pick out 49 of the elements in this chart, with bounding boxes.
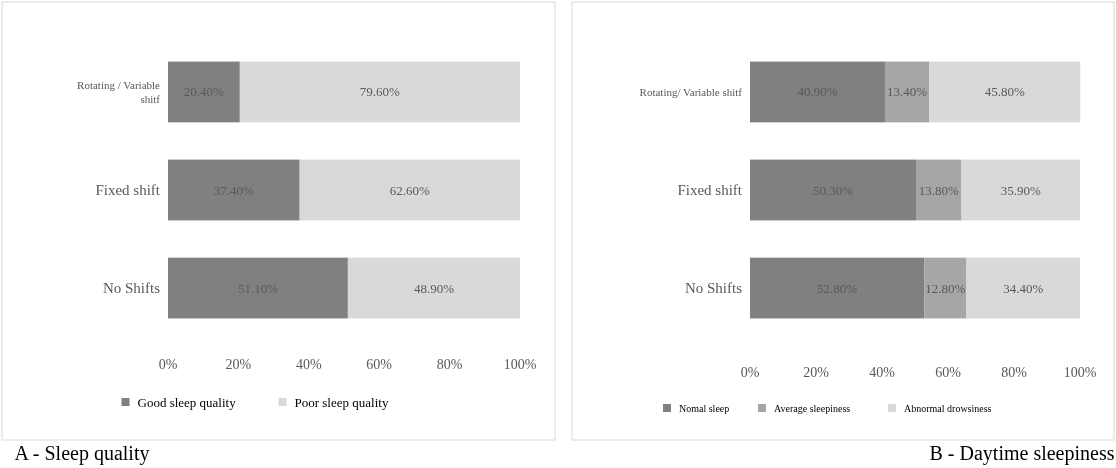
bar: [929, 61, 1081, 123]
bar: [168, 257, 348, 319]
data-label: 48.90%: [413, 280, 455, 296]
legend-label: Nomal sleep: [679, 402, 730, 414]
legend-label: Poor sleep quality: [294, 394, 389, 410]
legend-label: Abnormal drowsiness: [904, 402, 992, 414]
x-tick-label: 40%: [295, 357, 322, 372]
bar: [168, 61, 240, 123]
bar: [299, 159, 520, 221]
y-tick-label: Fixed shift: [95, 182, 161, 198]
bar: [884, 61, 930, 123]
text: B - Daytime sleepiness: [929, 442, 1115, 465]
y-tick-label: Rotating/ Variable shitf: [639, 85, 743, 98]
bar: [750, 159, 916, 221]
data-label: 79.60%: [359, 84, 401, 100]
bar: [347, 257, 520, 319]
bar: [924, 257, 967, 319]
data-label: 35.90%: [1000, 182, 1041, 198]
x-tick-label: 100%: [503, 357, 537, 372]
y-tick-label: No Shifts: [102, 280, 161, 297]
data-label: 45.80%: [984, 84, 1025, 100]
data-label: 13.80%: [918, 182, 959, 198]
x-tick-label: 80%: [436, 357, 463, 372]
legend-label: Good sleep quality: [137, 394, 237, 410]
y-tick-label: Fixed shift: [677, 182, 743, 198]
bar: [750, 257, 925, 319]
bar: [966, 257, 1080, 319]
x-tick-label: 20%: [803, 365, 830, 380]
text: A - Sleep quality: [14, 442, 150, 465]
x-tick-label: 40%: [869, 365, 896, 380]
x-tick-label: 60%: [935, 365, 962, 380]
x-tick-label: 60%: [366, 357, 393, 372]
bar: [750, 61, 885, 123]
legend-label: Average sleepiness: [774, 402, 851, 414]
y-tick-label: No Shifts: [684, 280, 743, 297]
bar: [168, 159, 300, 221]
x-tick-label: 100%: [1063, 365, 1097, 380]
x-tick-label: 0%: [158, 357, 178, 372]
x-tick-label: 20%: [225, 357, 252, 372]
data-label: 34.40%: [1003, 280, 1044, 296]
data-label: 62.60%: [389, 182, 431, 198]
x-tick-label: 80%: [1001, 365, 1028, 380]
data-label: 12.80%: [925, 280, 966, 296]
data-label: 13.40%: [887, 84, 928, 100]
bar: [915, 159, 962, 221]
bar: [239, 61, 520, 123]
x-tick-label: 0%: [740, 365, 760, 380]
y-tick-label: Rotating / Variable shitf: [77, 79, 161, 105]
bar: [961, 159, 1080, 221]
